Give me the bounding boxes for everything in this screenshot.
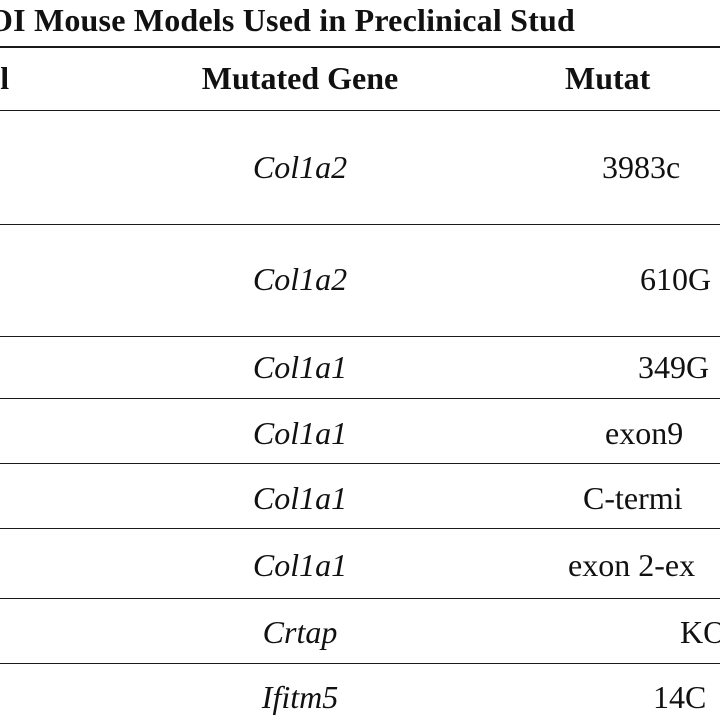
header-mutation: Mutat [565, 60, 651, 96]
header-mutated-gene: Mutated Gene [201, 60, 399, 96]
mutation-cell: KO [680, 614, 720, 650]
row-divider [0, 336, 720, 337]
mutation-cell: 14C [653, 679, 707, 715]
row-divider [0, 224, 720, 225]
gene-cell: Crtap [262, 614, 338, 650]
mutation-cell: 610G [640, 261, 712, 297]
gene-cell: Col1a1 [252, 415, 348, 451]
mutation-cell: 3983c [602, 149, 681, 185]
gene-cell: Col1a1 [252, 349, 348, 385]
gene-cell: Col1a2 [252, 149, 348, 185]
table-top-rule [0, 46, 720, 48]
mutation-cell: 349G [638, 349, 710, 385]
row-divider [0, 598, 720, 599]
header-model: el [0, 60, 10, 96]
gene-cell: Col1a1 [252, 547, 348, 583]
table-caption: OI Mouse Models Used in Preclinical Stud [0, 2, 575, 38]
gene-cell: Ifitm5 [261, 679, 339, 715]
table-header-rule [0, 110, 720, 111]
row-divider [0, 398, 720, 399]
row-divider [0, 463, 720, 464]
row-divider [0, 528, 720, 529]
mutation-cell: C-termi [583, 480, 683, 516]
mutation-cell: exon9 [605, 415, 684, 451]
gene-cell: Col1a2 [252, 261, 348, 297]
row-divider [0, 663, 720, 664]
mutation-cell: exon 2-ex [568, 547, 696, 583]
gene-cell: Col1a1 [252, 480, 348, 516]
